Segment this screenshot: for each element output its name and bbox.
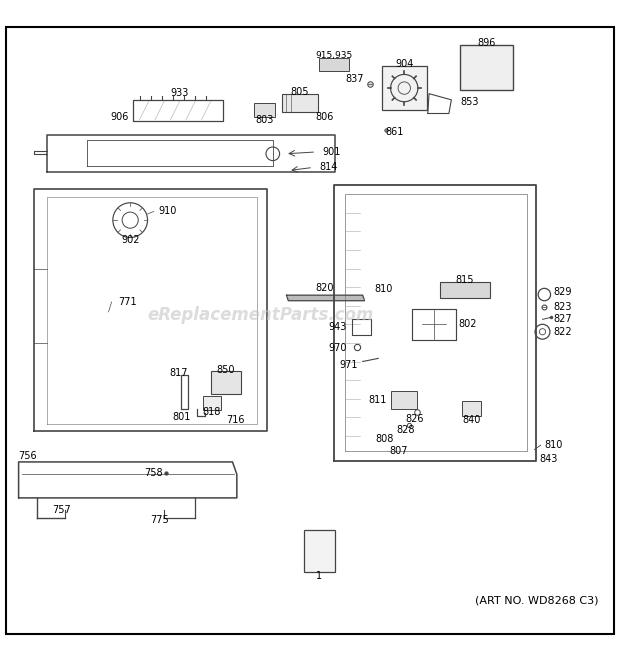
Text: 817: 817 [169,368,188,377]
Text: 853: 853 [460,97,479,107]
Text: 826: 826 [405,414,423,424]
Text: 943: 943 [329,322,347,332]
Text: 971: 971 [340,360,358,369]
Text: 902: 902 [121,235,140,245]
Bar [254,103,275,116]
Text: 906: 906 [110,112,129,122]
Bar [391,391,417,409]
Text: 808: 808 [375,434,394,444]
Text: 933: 933 [170,88,189,98]
Bar [288,295,363,301]
Text: 1: 1 [316,571,322,581]
Text: 823: 823 [553,302,572,312]
Text: 822: 822 [553,327,572,336]
Text: 970: 970 [329,343,347,353]
Text: 803: 803 [255,115,274,125]
Text: 756: 756 [19,451,37,461]
Bar [462,401,480,416]
Text: 801: 801 [172,412,191,422]
Text: 771: 771 [118,297,136,307]
Bar [319,58,349,71]
Text: (ART NO. WD8268 C3): (ART NO. WD8268 C3) [474,595,598,605]
Bar [460,46,513,90]
Text: 915,935: 915,935 [316,52,353,60]
Text: 843: 843 [539,454,558,464]
Text: 904: 904 [395,59,414,69]
Text: 757: 757 [53,505,71,516]
Text: 805: 805 [291,87,309,97]
Text: 806: 806 [315,112,334,122]
Text: 861: 861 [385,127,404,137]
Text: 829: 829 [553,287,572,297]
Text: 815: 815 [456,275,474,285]
Text: 802: 802 [459,319,477,329]
Text: 758: 758 [144,468,163,478]
Text: 910: 910 [158,206,177,216]
Text: 828: 828 [397,425,415,435]
Bar [282,95,318,112]
Text: 896: 896 [477,38,496,48]
Bar [382,65,427,110]
Bar [203,395,221,410]
Text: 840: 840 [462,415,480,425]
Bar [211,371,241,394]
Bar [304,530,335,572]
Bar [440,282,490,297]
Text: 827: 827 [553,315,572,325]
Text: 716: 716 [226,415,245,426]
Text: 810: 810 [544,440,563,450]
Text: 820: 820 [316,284,334,293]
Text: 850: 850 [216,365,235,375]
Text: 818: 818 [203,407,221,416]
Text: 901: 901 [322,147,341,157]
Text: 807: 807 [389,446,408,456]
Text: 775: 775 [151,515,169,525]
Text: 811: 811 [368,395,386,405]
Text: 814: 814 [319,163,338,173]
Text: 810: 810 [374,284,392,294]
Text: 837: 837 [345,75,364,85]
Text: eReplacementParts.com: eReplacementParts.com [147,306,374,324]
